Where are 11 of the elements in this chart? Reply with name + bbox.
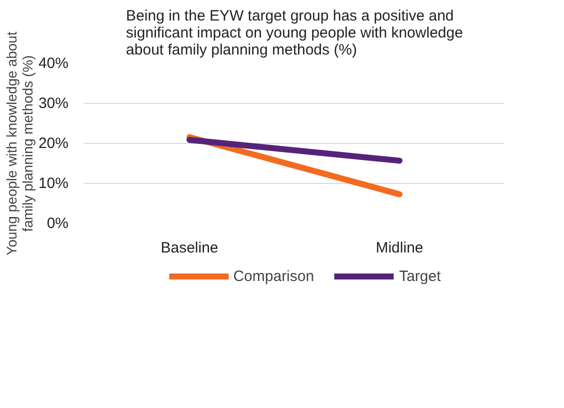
y-axis-title: Young people with knowledge about family planning methods (%): [3, 32, 36, 256]
y-tick-label: 30%: [38, 95, 69, 112]
legend-label: Target: [399, 268, 441, 284]
y-tick-label: 10%: [38, 175, 69, 192]
x-tick-label: Midline: [376, 240, 424, 256]
legend-label: Comparison: [233, 268, 314, 284]
chart-title: Being in the EYW target group has a positive and significant impact on young people with knowledge about family planning methods (%): [126, 8, 463, 58]
y-tick-label: 0%: [46, 215, 69, 232]
y-tick-label: 20%: [38, 135, 69, 152]
x-tick-label: Baseline: [160, 240, 218, 256]
y-tick-label: 40%: [38, 55, 69, 72]
